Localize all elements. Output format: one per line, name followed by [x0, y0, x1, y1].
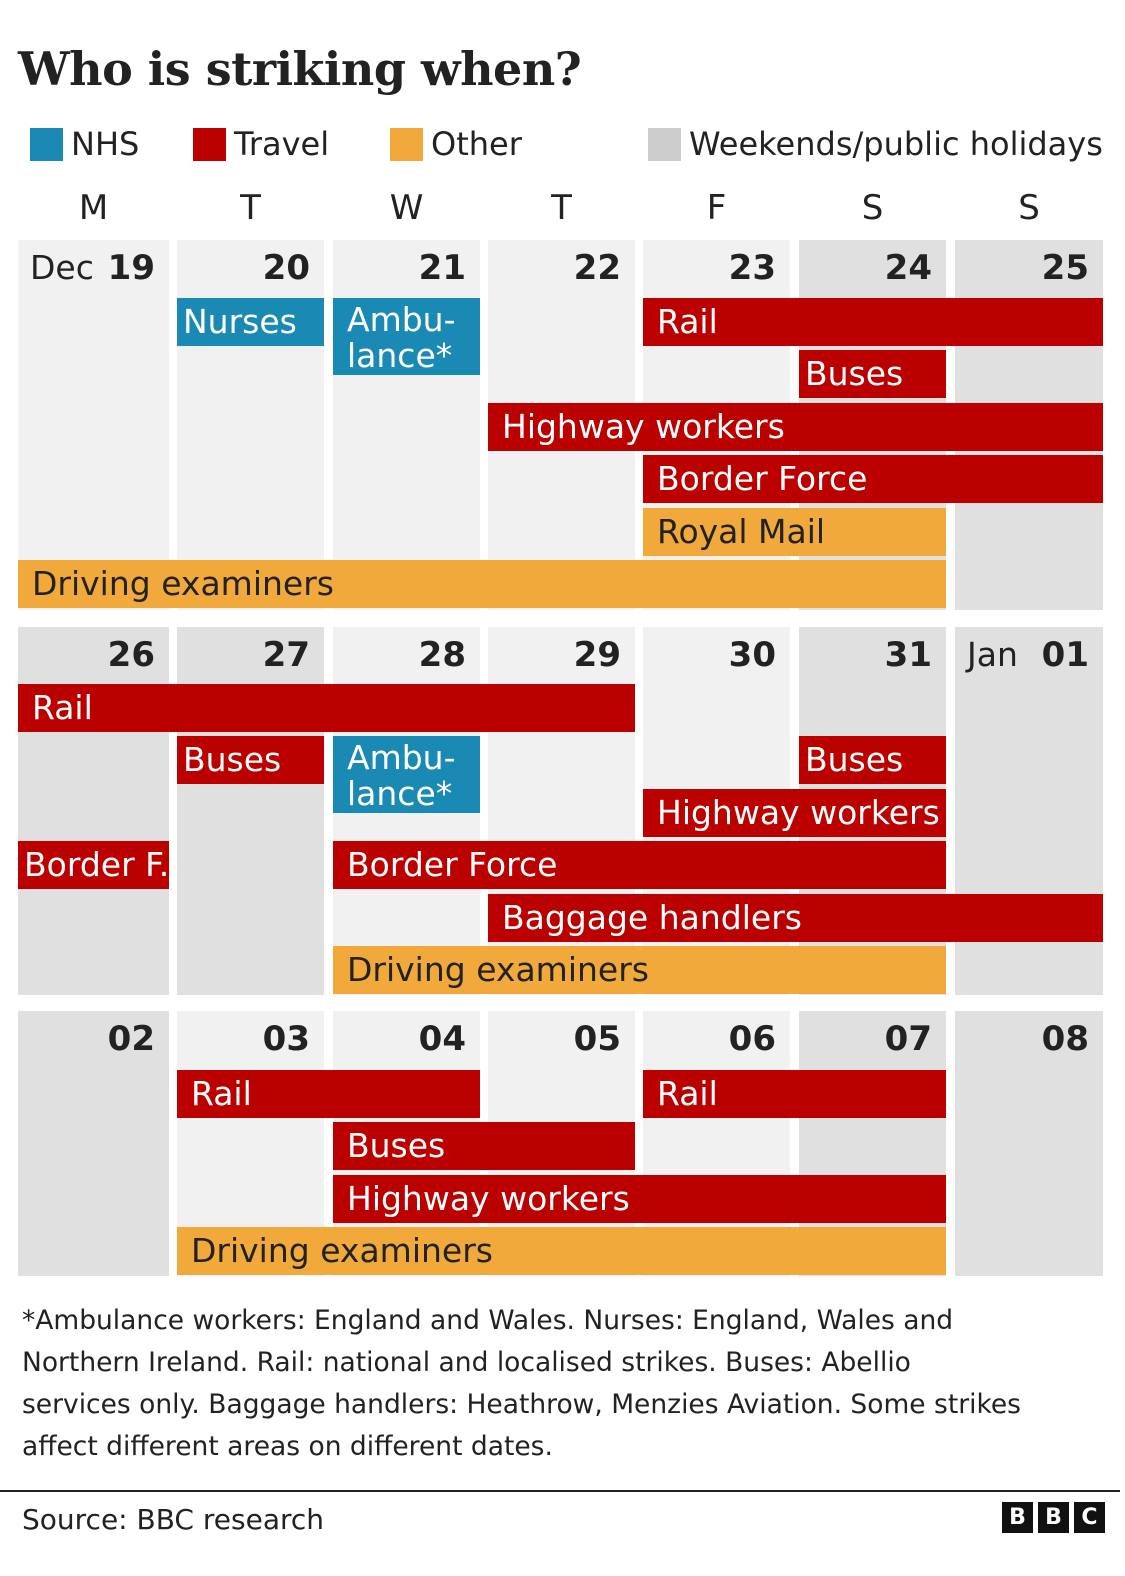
strike-bar-rail: Rail: [643, 298, 1103, 346]
day-number: 01: [1041, 635, 1089, 675]
day-number: 02: [107, 1019, 155, 1059]
legend-swatch-travel: [193, 127, 226, 161]
bbc-logo: B B C: [1002, 1502, 1105, 1533]
day-number: 30: [728, 635, 776, 675]
day-number: 04: [418, 1019, 466, 1059]
legend-label-other: Other: [431, 125, 522, 163]
day-number: 06: [728, 1019, 776, 1059]
day-number: 08: [1041, 1019, 1089, 1059]
day-number: 27: [262, 635, 310, 675]
month-label: Dec: [30, 248, 94, 287]
day-number: 20: [262, 248, 310, 288]
strike-bar-highway-workers: Highway workers: [643, 788, 946, 837]
footer-divider: [0, 1490, 1120, 1492]
legend-label-travel: Travel: [234, 125, 330, 163]
strike-bar-rail: Rail: [18, 684, 635, 732]
strike-bar-buses: Buses: [177, 736, 324, 785]
legend-swatch-weekends: [648, 127, 681, 161]
strike-bar-highway-workers: Highway workers: [333, 1174, 946, 1223]
strike-bar-border-force: Border Force: [333, 841, 946, 890]
month-label: Jan: [967, 635, 1018, 674]
strike-bar-highway-workers: Highway workers: [488, 402, 1103, 451]
legend-label-nhs: NHS: [71, 125, 140, 163]
day-cell: 08: [955, 1011, 1103, 1276]
strike-bar-border-f: Border F.: [18, 841, 169, 890]
day-number: 29: [573, 635, 621, 675]
legend-item-travel: Travel: [193, 124, 329, 164]
bbc-logo-b1: B: [1002, 1502, 1033, 1533]
strike-bar-driving-examiners: Driving examiners: [333, 946, 946, 994]
strike-bar-buses: Buses: [799, 350, 946, 399]
strike-bar-border-force: Border Force: [643, 455, 1103, 504]
day-number: 31: [884, 635, 932, 675]
legend-item-weekends: Weekends/public holidays: [648, 124, 1103, 164]
legend-label-weekends: Weekends/public holidays: [689, 125, 1103, 163]
day-number: 24: [884, 248, 932, 288]
weekday-header: S: [1018, 188, 1040, 228]
strike-bar-driving-examiners: Driving examiners: [177, 1227, 946, 1276]
day-number: 21: [418, 248, 466, 288]
legend-swatch-nhs: [30, 127, 63, 161]
day-number: 28: [418, 635, 466, 675]
weekday-header: T: [551, 188, 572, 228]
legend-swatch-other: [390, 127, 423, 161]
strike-bar-royal-mail: Royal Mail: [643, 507, 946, 556]
weekday-header: W: [389, 188, 424, 228]
strike-bar-nurses: Nurses: [177, 298, 324, 346]
day-cell: 27: [177, 627, 324, 995]
bbc-logo-c: C: [1074, 1502, 1105, 1533]
day-cell: 20: [177, 240, 324, 610]
day-number: 05: [573, 1019, 621, 1059]
source-note: Source: BBC research: [22, 1503, 325, 1536]
strike-bar-buses: Buses: [333, 1122, 635, 1171]
day-cell: Dec 19: [18, 240, 169, 610]
day-number: 22: [573, 248, 621, 288]
strike-bar-ambu-lance: Ambu-lance*: [333, 298, 480, 375]
strike-bar-ambu-lance: Ambu-lance*: [333, 736, 480, 814]
bbc-logo-b2: B: [1038, 1502, 1069, 1533]
day-number: 03: [262, 1019, 310, 1059]
day-number: 25: [1041, 248, 1089, 288]
day-number: 07: [884, 1019, 932, 1059]
day-cell: 21: [333, 240, 480, 610]
legend-item-nhs: NHS: [30, 124, 139, 164]
weekday-header: T: [240, 188, 261, 228]
footnote: *Ambulance workers: England and Wales. N…: [22, 1305, 1021, 1462]
strike-bar-driving-examiners: Driving examiners: [18, 560, 946, 608]
day-cell: 26: [18, 627, 169, 995]
weekday-header: F: [706, 188, 727, 228]
day-number: 26: [107, 635, 155, 675]
day-number: 19: [107, 248, 155, 288]
strike-bar-rail: Rail: [643, 1070, 946, 1118]
legend-item-other: Other: [390, 124, 522, 164]
day-cell: 02: [18, 1011, 169, 1276]
weekday-header: S: [861, 188, 884, 228]
chart-title: Who is striking when?: [18, 42, 582, 96]
strike-bar-baggage-handlers: Baggage handlers: [488, 893, 1103, 942]
strike-bar-buses: Buses: [799, 736, 946, 785]
strike-bar-rail: Rail: [177, 1070, 480, 1118]
weekday-header: M: [78, 188, 109, 228]
day-number: 23: [728, 248, 776, 288]
